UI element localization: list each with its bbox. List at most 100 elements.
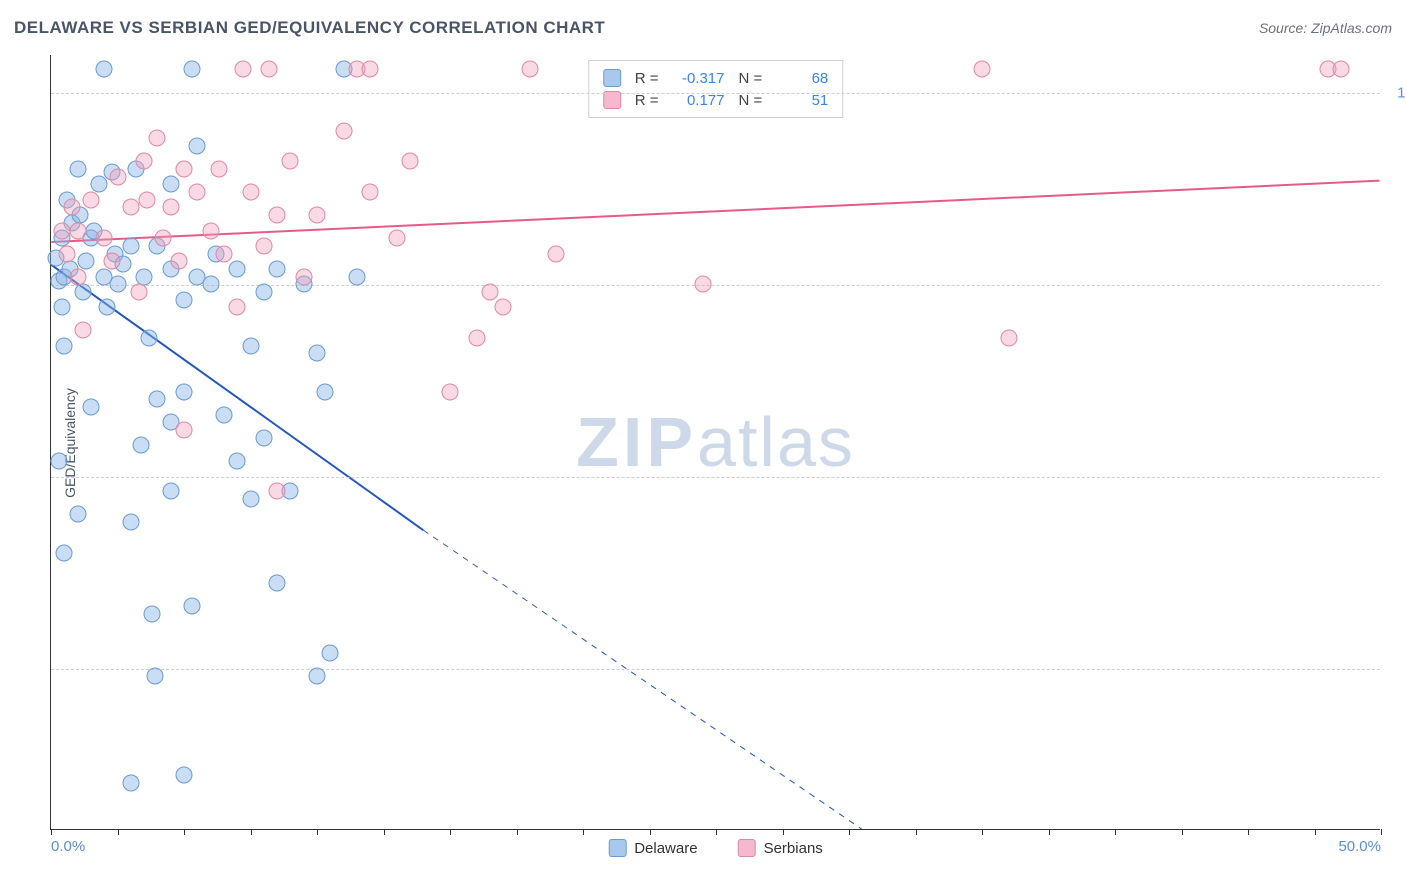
serbians-point <box>348 61 365 78</box>
serbians-point <box>1000 329 1017 346</box>
delaware-point <box>69 161 86 178</box>
legend-row-serbians: R = 0.177 N = 51 <box>603 89 829 111</box>
x-tick <box>1049 829 1050 835</box>
legend-item-delaware[interactable]: Delaware <box>608 839 697 857</box>
delaware-point <box>176 767 193 784</box>
serbians-point <box>176 161 193 178</box>
delaware-point <box>255 429 272 446</box>
trend-line <box>423 530 861 829</box>
serbians-point <box>122 199 139 216</box>
serbians-point <box>96 230 113 247</box>
delaware-point <box>348 268 365 285</box>
delaware-point <box>141 329 158 346</box>
serbians-point <box>495 299 512 316</box>
delaware-point <box>242 337 259 354</box>
delaware-point <box>162 260 179 277</box>
x-tick <box>184 829 185 835</box>
delaware-point <box>269 260 286 277</box>
trend-line <box>51 265 423 530</box>
x-tick <box>118 829 119 835</box>
source-link[interactable]: ZipAtlas.com <box>1311 20 1392 36</box>
x-tick <box>1381 829 1382 835</box>
serbians-legend-label: Serbians <box>764 840 823 857</box>
watermark-zip: ZIP <box>576 403 697 481</box>
serbians-point <box>215 245 232 262</box>
delaware-point <box>53 299 70 316</box>
delaware-point <box>114 256 131 273</box>
serbians-point <box>58 245 75 262</box>
delaware-point <box>162 483 179 500</box>
serbians-point <box>388 230 405 247</box>
delaware-point <box>136 268 153 285</box>
serbians-point <box>189 184 206 201</box>
serbians-point <box>136 153 153 170</box>
delaware-point <box>162 414 179 431</box>
serbians-point <box>162 199 179 216</box>
x-tick <box>650 829 651 835</box>
r-label: R = <box>635 70 659 87</box>
delaware-point <box>144 606 161 623</box>
trend-line <box>51 181 1379 242</box>
chart-header: DELAWARE VS SERBIAN GED/EQUIVALENCY CORR… <box>14 18 1392 38</box>
gridline <box>51 285 1380 286</box>
delaware-point <box>85 222 102 239</box>
delaware-point <box>82 398 99 415</box>
delaware-point <box>122 514 139 531</box>
trend-lines-layer <box>51 55 1380 829</box>
serbians-point <box>170 253 187 270</box>
delaware-point <box>189 268 206 285</box>
delaware-point <box>77 253 94 270</box>
plot-region: ZIPatlas R = -0.317 N = 68 R = 0.177 N =… <box>50 55 1380 830</box>
serbians-point <box>521 61 538 78</box>
delaware-point <box>96 268 113 285</box>
delaware-point <box>229 260 246 277</box>
x-tick <box>849 829 850 835</box>
x-tick <box>1248 829 1249 835</box>
legend-item-serbians[interactable]: Serbians <box>738 839 823 857</box>
delaware-point <box>96 61 113 78</box>
x-tick <box>384 829 385 835</box>
delaware-point <box>183 61 200 78</box>
serbians-point <box>104 253 121 270</box>
delaware-point <box>72 207 89 224</box>
delaware-point <box>149 237 166 254</box>
serbians-point <box>269 483 286 500</box>
gridline <box>51 477 1380 478</box>
serbians-point <box>64 199 81 216</box>
serbians-point <box>362 184 379 201</box>
delaware-point <box>215 406 232 423</box>
delaware-swatch-icon <box>608 839 626 857</box>
serbians-point <box>261 61 278 78</box>
source-prefix: Source: <box>1259 20 1311 36</box>
delaware-point <box>207 245 224 262</box>
delaware-n-value: 68 <box>776 70 828 87</box>
x-tick <box>251 829 252 835</box>
serbians-point <box>269 207 286 224</box>
delaware-point <box>82 230 99 247</box>
delaware-point <box>322 644 339 661</box>
delaware-point <box>176 383 193 400</box>
delaware-point <box>316 383 333 400</box>
x-tick <box>583 829 584 835</box>
chart-area: GED/Equivalency ZIPatlas R = -0.317 N = … <box>50 55 1380 830</box>
serbians-point <box>82 191 99 208</box>
x-tick <box>317 829 318 835</box>
delaware-point <box>58 191 75 208</box>
x-tick <box>450 829 451 835</box>
serbians-point <box>402 153 419 170</box>
x-tick-label: 0.0% <box>51 838 85 855</box>
serbians-point <box>442 383 459 400</box>
serbians-point <box>138 191 155 208</box>
delaware-point <box>56 268 73 285</box>
serbians-point <box>362 61 379 78</box>
delaware-point <box>229 452 246 469</box>
serbians-point <box>1333 61 1350 78</box>
delaware-r-value: -0.317 <box>673 70 725 87</box>
delaware-point <box>53 230 70 247</box>
serbians-point <box>69 222 86 239</box>
delaware-point <box>69 506 86 523</box>
serbians-point <box>309 207 326 224</box>
serbians-point <box>282 153 299 170</box>
x-tick <box>916 829 917 835</box>
delaware-point <box>162 176 179 193</box>
